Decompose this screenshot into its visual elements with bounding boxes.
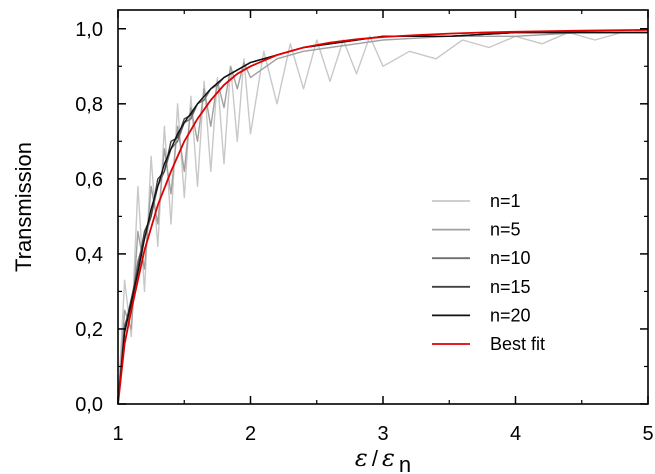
legend-label: n=15	[490, 277, 531, 297]
legend-label: n=5	[490, 220, 521, 240]
x-axis-title-slash: /	[372, 446, 379, 471]
x-axis-title-numerator: ε	[355, 444, 368, 472]
legend-label: n=1	[490, 191, 521, 211]
ticks-layer: 1 2 3 4 5 0,0 0,2 0,4 0,6 0,8 1,0	[75, 10, 654, 445]
y-tick-label: 0,6	[75, 169, 103, 191]
x-tick-label: 3	[377, 423, 388, 445]
y-tick-label: 0,0	[75, 394, 103, 416]
series-line-5	[117, 31, 648, 405]
legend: n=1 n=5 n=10 n=15 n=20 Best fit	[432, 191, 545, 354]
series-line-3	[117, 31, 648, 405]
series-line-4	[117, 31, 648, 405]
series-line-6	[117, 29, 649, 405]
x-tick-label: 5	[642, 423, 653, 445]
y-tick-label: 1,0	[75, 19, 103, 41]
x-axis-title-denominator: ε	[382, 444, 395, 472]
y-tick-label: 0,8	[75, 94, 103, 116]
series-line-1	[117, 31, 648, 405]
legend-label: Best fit	[490, 334, 545, 354]
legend-label: n=10	[490, 248, 531, 268]
y-axis-title: Transmission	[11, 142, 36, 272]
x-tick-label: 4	[510, 423, 521, 445]
x-axis-title: ε / ε n	[355, 444, 411, 474]
plot-frame	[117, 9, 649, 405]
legend-label: n=20	[490, 305, 531, 325]
y-tick-label: 0,4	[75, 244, 103, 266]
series-layer	[117, 29, 649, 405]
x-axis-title-subscript: n	[399, 452, 411, 474]
series-line-2	[117, 31, 648, 405]
y-tick-label: 0,2	[75, 319, 103, 341]
x-tick-label: 1	[112, 423, 123, 445]
x-tick-label: 2	[245, 423, 256, 445]
